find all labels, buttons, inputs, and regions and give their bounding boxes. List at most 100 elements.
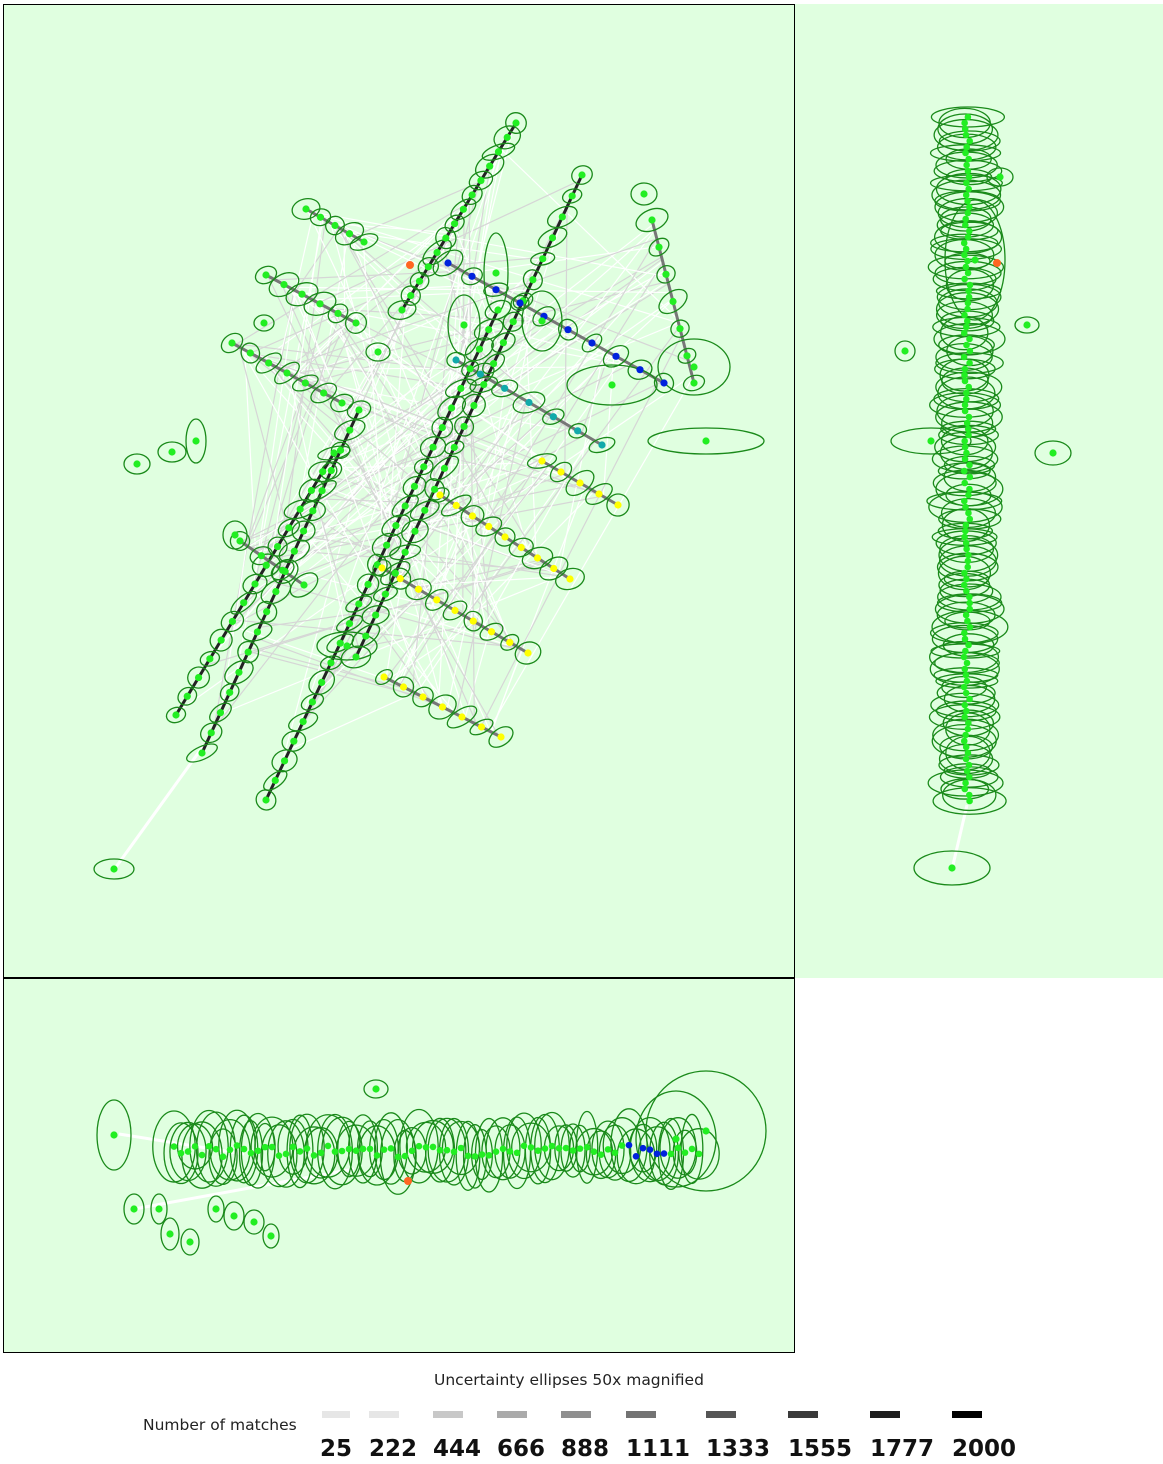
- camera-point: [608, 381, 615, 388]
- camera-point: [283, 369, 290, 376]
- camera-point: [528, 1144, 535, 1151]
- legend-value: 25: [320, 1436, 352, 1462]
- camera-point: [372, 1085, 379, 1092]
- camera-point: [961, 480, 968, 487]
- camera-point: [231, 531, 238, 538]
- camera-point: [962, 780, 969, 787]
- camera-point: [961, 330, 968, 337]
- camera-point: [374, 1152, 381, 1159]
- camera-point: [966, 774, 973, 781]
- camera-point: [966, 294, 973, 301]
- camera-point: [966, 336, 973, 343]
- camera-point: [290, 738, 297, 745]
- camera-point: [381, 1146, 388, 1153]
- camera-point: [640, 1145, 647, 1152]
- camera-point: [346, 1146, 353, 1153]
- camera-point: [964, 660, 971, 667]
- camera-point: [262, 1144, 269, 1151]
- camera-point: [228, 339, 235, 346]
- camera-point: [272, 588, 279, 595]
- camera-point: [588, 339, 595, 346]
- camera-point: [518, 544, 525, 551]
- camera-point: [130, 1205, 137, 1212]
- camera-point: [185, 1148, 192, 1155]
- camera-point: [682, 1149, 689, 1156]
- camera-point: [966, 414, 973, 421]
- camera-point: [262, 271, 269, 278]
- camera-point: [343, 642, 350, 649]
- camera-point: [549, 234, 556, 241]
- camera-point: [965, 114, 972, 121]
- camera-point: [492, 286, 499, 293]
- camera-point: [690, 379, 697, 386]
- camera-point: [963, 450, 970, 457]
- camera-point: [612, 1149, 619, 1156]
- camera-point: [965, 210, 972, 217]
- camera-point: [964, 768, 971, 775]
- camera-point: [963, 546, 970, 553]
- camera-point: [433, 249, 440, 256]
- camera-point: [330, 449, 337, 456]
- camera-point: [690, 363, 697, 370]
- camera-point: [420, 463, 427, 470]
- camera-point: [309, 507, 316, 514]
- camera-point: [963, 540, 970, 547]
- camera-point: [217, 709, 224, 716]
- camera-point: [655, 244, 662, 251]
- camera-point: [245, 649, 252, 656]
- camera-point: [550, 565, 557, 572]
- camera-point: [535, 1147, 542, 1154]
- camera-point: [178, 1150, 185, 1157]
- camera-point: [961, 534, 968, 541]
- camera-point: [263, 608, 270, 615]
- camera-point: [961, 498, 968, 505]
- camera-point: [660, 379, 667, 386]
- camera-point: [311, 1152, 318, 1159]
- camera-point: [549, 1143, 556, 1150]
- camera-point: [962, 732, 969, 739]
- camera-point: [250, 1218, 257, 1225]
- legend-swatch-0: [322, 1411, 350, 1418]
- camera-point: [965, 384, 972, 391]
- camera-point: [550, 413, 557, 420]
- camera-point: [318, 487, 325, 494]
- camera-point: [465, 1153, 472, 1160]
- camera-point: [300, 581, 307, 588]
- camera-point: [963, 588, 970, 595]
- legend-value: 1333: [706, 1436, 770, 1462]
- camera-point: [574, 427, 581, 434]
- camera-point: [702, 437, 709, 444]
- camera-point: [280, 281, 287, 288]
- camera-point: [206, 1143, 213, 1150]
- camera-point: [442, 234, 449, 241]
- camera-point: [226, 689, 233, 696]
- camera-point: [964, 420, 971, 427]
- camera-point: [300, 527, 307, 534]
- camera-point: [965, 726, 972, 733]
- camera-point: [964, 678, 971, 685]
- camera-point: [208, 729, 215, 736]
- camera-point: [230, 1212, 237, 1219]
- camera-point: [398, 306, 405, 313]
- camera-point: [962, 528, 969, 535]
- camera-point: [962, 456, 969, 463]
- legend-swatch-4: [561, 1411, 591, 1418]
- camera-point: [235, 669, 242, 676]
- camera-point: [702, 1127, 709, 1134]
- camera-point: [559, 213, 566, 220]
- legend-value: 222: [369, 1436, 417, 1462]
- camera-point: [556, 1145, 563, 1152]
- camera-point: [492, 269, 499, 276]
- side-view-plot: [795, 5, 1163, 979]
- camera-point: [524, 649, 531, 656]
- camera-point: [965, 288, 972, 295]
- camera-point: [444, 259, 451, 266]
- camera-point: [961, 714, 968, 721]
- camera-point: [352, 653, 359, 660]
- match-link: [318, 181, 579, 303]
- camera-point: [576, 479, 583, 486]
- camera-point: [402, 549, 409, 556]
- camera-point: [961, 276, 968, 283]
- camera-point: [331, 222, 338, 229]
- camera-point: [486, 163, 493, 170]
